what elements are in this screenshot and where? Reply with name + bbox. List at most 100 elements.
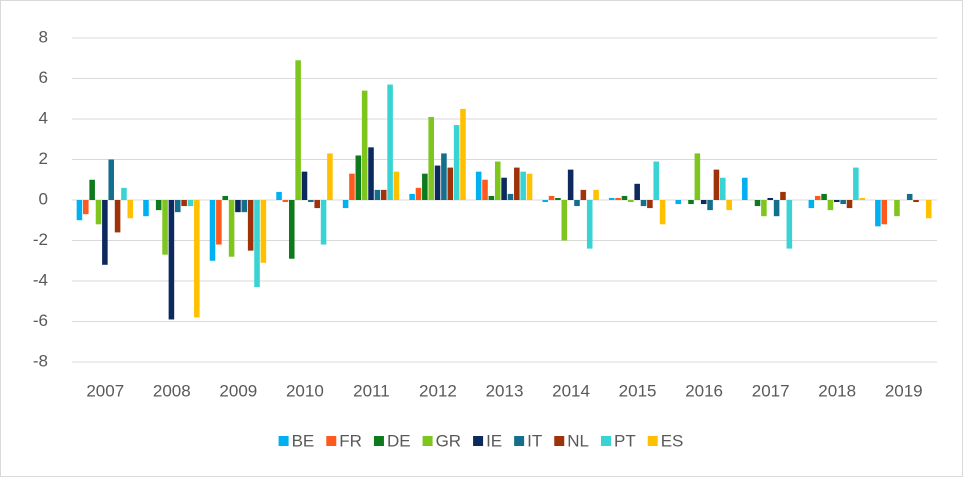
bar [548, 195, 555, 200]
legend-label: FR [339, 431, 362, 450]
bar [393, 171, 400, 200]
legend-swatch [600, 436, 611, 446]
bar [659, 200, 666, 225]
legend-label: ES [661, 431, 684, 450]
bar [342, 200, 349, 209]
bar [814, 195, 821, 200]
bar [840, 200, 846, 205]
bar [488, 195, 495, 200]
bar [143, 200, 149, 217]
y-tick-label: 0 [39, 189, 48, 208]
legend-label: DE [387, 431, 411, 450]
x-tick-label: 2013 [486, 381, 524, 400]
bar [282, 200, 289, 203]
legend-swatch [554, 436, 565, 446]
legend-label: GR [436, 431, 462, 450]
bar [415, 187, 422, 200]
bar [453, 125, 460, 200]
bar [827, 200, 834, 211]
bar [834, 200, 840, 203]
bar [76, 200, 83, 221]
bar [475, 171, 482, 200]
bar [428, 116, 434, 200]
bar [102, 200, 108, 265]
x-tick-label: 2009 [219, 381, 257, 400]
bar [786, 200, 793, 249]
x-tick-label: 2018 [818, 381, 856, 400]
bar [593, 189, 599, 200]
bar [361, 90, 368, 200]
x-tick-label: 2011 [353, 381, 390, 400]
bar [168, 200, 175, 320]
bar [647, 200, 653, 209]
bar [754, 200, 761, 207]
bar [434, 165, 441, 200]
bar [216, 200, 222, 245]
bar [694, 153, 701, 200]
y-tick-label: 2 [39, 149, 48, 168]
x-tick-label: 2007 [86, 381, 124, 400]
bar [460, 108, 466, 200]
legend-label: BE [292, 431, 315, 450]
bar [542, 200, 548, 203]
bar [906, 193, 913, 200]
bar [89, 179, 95, 200]
bar [181, 200, 187, 207]
x-tick-label: 2010 [286, 381, 324, 400]
legend-label: PT [614, 431, 636, 450]
x-tick-label: 2008 [153, 381, 191, 400]
legend-label: NL [567, 431, 589, 450]
y-tick-label: -4 [33, 270, 48, 289]
bar [881, 200, 888, 225]
bar [526, 173, 533, 200]
x-tick-label: 2012 [419, 381, 457, 400]
bar [859, 197, 866, 200]
bar [875, 200, 881, 227]
bar [422, 173, 428, 200]
bar [247, 200, 254, 251]
bar [288, 200, 295, 259]
bar [621, 195, 628, 200]
bar [520, 171, 526, 200]
legend-swatch [514, 436, 525, 446]
bar [713, 169, 720, 200]
bar [640, 200, 647, 207]
bar [320, 200, 327, 245]
bar [441, 153, 447, 200]
bar [586, 200, 593, 249]
bar [222, 195, 229, 200]
bar [235, 200, 241, 213]
bar [561, 200, 568, 241]
bar [260, 200, 267, 263]
bar [482, 179, 488, 200]
bar [314, 200, 320, 209]
bar [127, 200, 134, 219]
bar [95, 200, 102, 225]
bar [608, 197, 615, 200]
legend-swatch [647, 436, 658, 446]
legend-swatch [373, 436, 384, 446]
bar [83, 200, 89, 215]
bar [228, 200, 235, 257]
bar [301, 171, 308, 200]
bar [174, 200, 181, 213]
bar [742, 177, 748, 200]
bar [387, 84, 393, 200]
y-tick-label: -8 [33, 351, 48, 370]
bar [634, 183, 640, 200]
bar [380, 189, 387, 200]
bar [155, 200, 162, 211]
bar [494, 161, 501, 200]
bar [308, 200, 314, 203]
y-tick-label: 6 [39, 68, 48, 87]
x-tick-label: 2016 [685, 381, 723, 400]
x-tick-label: 2015 [619, 381, 657, 400]
bar [925, 200, 932, 219]
legend-label: IE [486, 431, 502, 450]
bar [574, 200, 580, 207]
x-tick-label: 2019 [885, 381, 923, 400]
legend-swatch [326, 436, 337, 446]
legend-swatch [278, 436, 289, 446]
